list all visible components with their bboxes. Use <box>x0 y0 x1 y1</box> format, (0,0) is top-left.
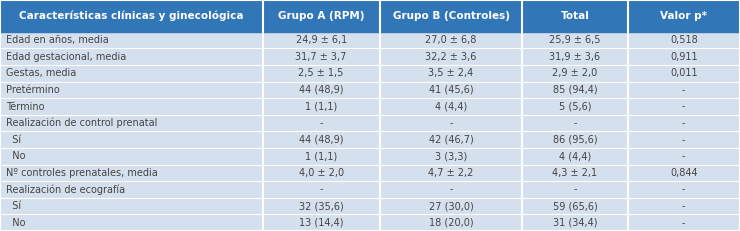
Bar <box>0 49 740 65</box>
Bar <box>0 148 740 165</box>
Text: 5 (5,6): 5 (5,6) <box>559 102 591 112</box>
Text: 3,5 ± 2,4: 3,5 ± 2,4 <box>428 68 474 78</box>
Text: -: - <box>449 118 453 128</box>
Bar <box>0 65 740 82</box>
Text: 4,7 ± 2,2: 4,7 ± 2,2 <box>428 168 474 178</box>
Text: 44 (48,9): 44 (48,9) <box>299 85 343 95</box>
Text: 42 (46,7): 42 (46,7) <box>428 135 474 145</box>
Text: 27 (30,0): 27 (30,0) <box>428 201 474 211</box>
Text: Edad gestacional, media: Edad gestacional, media <box>6 52 126 62</box>
Text: 24,9 ± 6,1: 24,9 ± 6,1 <box>295 35 347 45</box>
Text: -: - <box>320 185 323 195</box>
Text: 4,3 ± 2,1: 4,3 ± 2,1 <box>553 168 597 178</box>
Bar <box>0 82 740 98</box>
Text: 25,9 ± 6,5: 25,9 ± 6,5 <box>549 35 601 45</box>
Text: Sí: Sí <box>6 135 21 145</box>
Text: Nº controles prenatales, media: Nº controles prenatales, media <box>6 168 158 178</box>
Text: Grupo B (Controles): Grupo B (Controles) <box>392 11 510 21</box>
Text: -: - <box>682 185 685 195</box>
Text: -: - <box>682 102 685 112</box>
Text: 2,9 ± 2,0: 2,9 ± 2,0 <box>552 68 598 78</box>
Text: Gestas, media: Gestas, media <box>6 68 76 78</box>
Text: 18 (20,0): 18 (20,0) <box>428 218 474 228</box>
Text: -: - <box>574 118 576 128</box>
Text: Grupo A (RPM): Grupo A (RPM) <box>278 11 364 21</box>
Text: Sí: Sí <box>6 201 21 211</box>
Text: 41 (45,6): 41 (45,6) <box>428 85 474 95</box>
Bar <box>0 32 740 49</box>
Bar <box>0 98 740 115</box>
Text: Valor p*: Valor p* <box>660 11 707 21</box>
Text: 59 (65,6): 59 (65,6) <box>553 201 597 211</box>
Text: 27,0 ± 6,8: 27,0 ± 6,8 <box>425 35 477 45</box>
Text: 31 (34,4): 31 (34,4) <box>553 218 597 228</box>
Text: Edad en años, media: Edad en años, media <box>6 35 109 45</box>
Text: 32 (35,6): 32 (35,6) <box>299 201 343 211</box>
Text: 2,5 ± 1,5: 2,5 ± 1,5 <box>298 68 344 78</box>
Bar <box>263 0 380 32</box>
Text: -: - <box>682 151 685 161</box>
Text: 13 (14,4): 13 (14,4) <box>299 218 343 228</box>
Text: Total: Total <box>560 11 590 21</box>
Text: -: - <box>574 185 576 195</box>
Text: Realización de control prenatal: Realización de control prenatal <box>6 118 158 128</box>
Bar <box>0 0 263 32</box>
Text: 31,7 ± 3,7: 31,7 ± 3,7 <box>295 52 347 62</box>
Text: -: - <box>682 135 685 145</box>
Bar <box>628 0 740 32</box>
Text: -: - <box>320 118 323 128</box>
Bar <box>0 214 740 231</box>
Bar <box>0 115 740 131</box>
Text: 31,9 ± 3,6: 31,9 ± 3,6 <box>549 52 601 62</box>
Text: 4 (4,4): 4 (4,4) <box>559 151 591 161</box>
Bar <box>0 131 740 148</box>
Text: 1 (1,1): 1 (1,1) <box>305 151 337 161</box>
Bar <box>380 0 522 32</box>
Bar <box>0 198 740 214</box>
Bar <box>0 181 740 198</box>
Text: 4 (4,4): 4 (4,4) <box>435 102 467 112</box>
Text: 44 (48,9): 44 (48,9) <box>299 135 343 145</box>
Text: -: - <box>682 118 685 128</box>
Text: 0,518: 0,518 <box>670 35 698 45</box>
Text: 4,0 ± 2,0: 4,0 ± 2,0 <box>299 168 343 178</box>
Text: 0,844: 0,844 <box>670 168 698 178</box>
Bar <box>0 165 740 181</box>
Text: Término: Término <box>6 102 44 112</box>
Text: 32,2 ± 3,6: 32,2 ± 3,6 <box>425 52 477 62</box>
Text: -: - <box>682 85 685 95</box>
Text: 0,911: 0,911 <box>670 52 698 62</box>
Text: Pretérmino: Pretérmino <box>6 85 60 95</box>
Text: 86 (95,6): 86 (95,6) <box>553 135 597 145</box>
Text: -: - <box>682 218 685 228</box>
Text: 3 (3,3): 3 (3,3) <box>435 151 467 161</box>
Text: Realización de ecografía: Realización de ecografía <box>6 184 125 195</box>
Bar <box>522 0 628 32</box>
Text: No: No <box>6 151 25 161</box>
Text: -: - <box>449 185 453 195</box>
Text: 85 (94,4): 85 (94,4) <box>553 85 597 95</box>
Text: No: No <box>6 218 25 228</box>
Text: -: - <box>682 201 685 211</box>
Text: Características clínicas y ginecológica: Características clínicas y ginecológica <box>19 11 243 21</box>
Text: 0,011: 0,011 <box>670 68 698 78</box>
Text: 1 (1,1): 1 (1,1) <box>305 102 337 112</box>
